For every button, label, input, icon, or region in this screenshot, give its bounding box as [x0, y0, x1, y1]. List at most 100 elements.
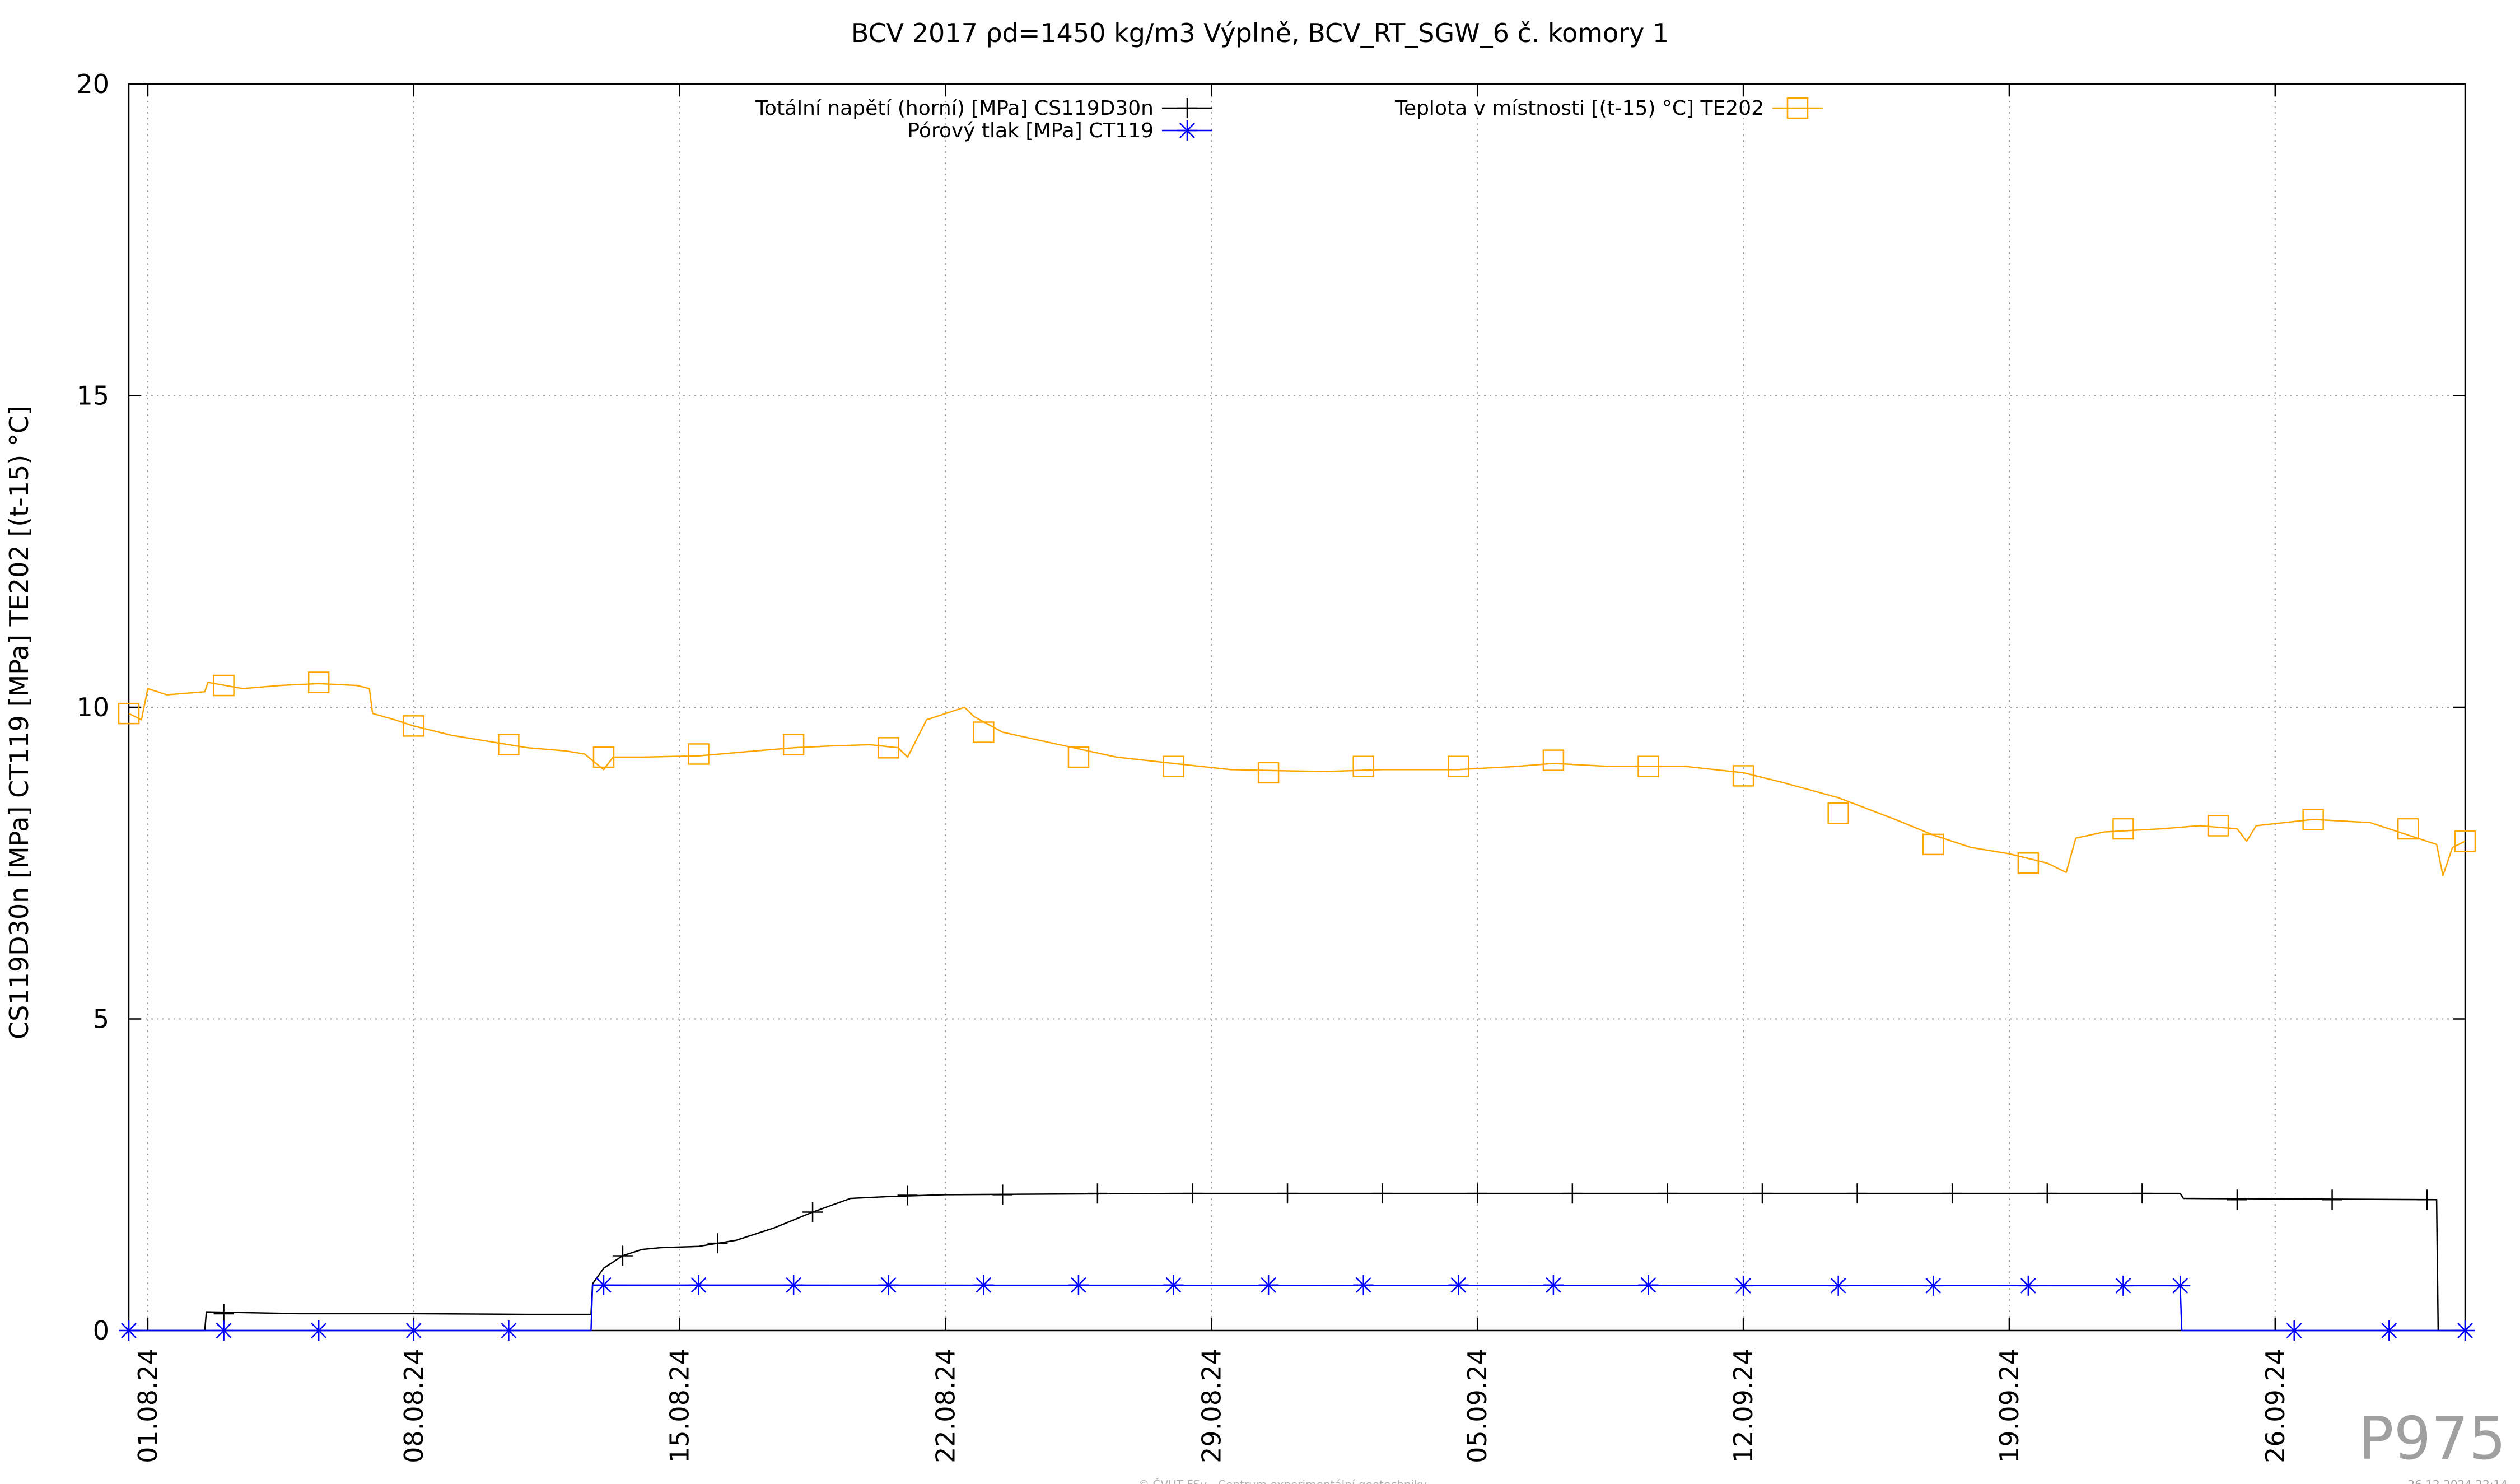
x-axis: 01.08.24 08.08.24 15.08.24 22.08.24 29.08.24…: [133, 84, 2290, 1463]
data-point-star: [2113, 1275, 2134, 1296]
legend-entry-1: Pórový tlak [MPa] CT119: [907, 119, 1212, 142]
data-point-plus: [1562, 1183, 1583, 1204]
y-tick-label: 15: [76, 381, 109, 411]
data-point-star: [1448, 1275, 1469, 1295]
x-tick-label: 05.09.24: [1462, 1348, 1492, 1463]
data-point-plus: [2227, 1189, 2247, 1210]
legend-label: Teplota v místnosti [(t-15) °C] TE202: [1394, 97, 1764, 120]
data-point-star: [2170, 1275, 2191, 1296]
x-tick-label: 08.08.24: [399, 1348, 429, 1463]
data-point-square: [1163, 755, 1184, 777]
data-point-square: [1542, 749, 1565, 771]
data-point-plus: [707, 1233, 728, 1254]
data-point-square: [498, 734, 520, 756]
data-point-plus: [1657, 1183, 1678, 1204]
data-point-square: [2207, 815, 2229, 837]
data-point-star: [2018, 1275, 2038, 1296]
data-point-star: [309, 1320, 329, 1341]
legend: Totální napětí (horní) [MPa] CS119D30nPó…: [755, 97, 1823, 142]
y-tick-label: 10: [76, 692, 109, 722]
x-tick-label: 01.08.24: [133, 1348, 163, 1463]
data-point-star: [1068, 1275, 1089, 1295]
x-tick-label: 22.08.24: [931, 1348, 961, 1463]
data-point-plus: [1467, 1183, 1488, 1204]
data-point-star: [2455, 1320, 2475, 1341]
data-point-square: [1786, 97, 1809, 119]
data-point-plus: [1087, 1183, 1108, 1204]
data-point-star: [1638, 1275, 1659, 1295]
data-point-square: [118, 702, 140, 725]
data-point-plus: [1752, 1183, 1773, 1204]
plot-code: P975: [2358, 1404, 2506, 1473]
x-tick-label: 19.09.24: [1994, 1348, 2024, 1463]
data-point-plus: [2322, 1189, 2342, 1210]
data-point-square: [592, 746, 615, 768]
series-1: [119, 1275, 2475, 1341]
data-point-star: [1923, 1275, 1944, 1296]
data-point-plus: [1177, 98, 1197, 118]
data-point-plus: [2132, 1183, 2153, 1204]
data-point-star: [498, 1320, 519, 1341]
data-point-star: [973, 1275, 994, 1295]
data-point-star: [878, 1275, 899, 1295]
data-point-plus: [1372, 1183, 1393, 1204]
x-tick-label: 12.09.24: [1728, 1348, 1758, 1463]
data-point-square: [1827, 802, 1849, 824]
data-point-star: [783, 1275, 804, 1295]
data-point-star: [2284, 1320, 2304, 1341]
data-point-star: [593, 1275, 614, 1295]
data-point-star: [119, 1320, 139, 1341]
series-line: [129, 1192, 2465, 1332]
data-point-square: [307, 671, 330, 693]
data-point-square: [973, 721, 995, 743]
legend-entry-2: Teplota v místnosti [(t-15) °C] TE202: [1394, 97, 1823, 120]
legend-label: Totální napětí (horní) [MPa] CS119D30n: [755, 97, 1154, 120]
data-point-square: [1448, 755, 1469, 777]
chart-title: BCV 2017 ρd=1450 kg/m3 Výplně, BCV_RT_SG…: [851, 18, 1669, 48]
series-0: [129, 1183, 2465, 1332]
series-line: [128, 682, 2466, 876]
series-2: [118, 671, 2476, 876]
data-point-plus: [2037, 1183, 2057, 1204]
data-point-square: [1257, 762, 1280, 784]
data-point-star: [1177, 120, 1197, 141]
x-tick-label: 29.08.24: [1196, 1348, 1226, 1463]
data-point-square: [2112, 818, 2134, 840]
data-point-plus: [1277, 1183, 1298, 1204]
data-point-star: [213, 1320, 234, 1341]
data-point-square: [213, 674, 235, 697]
data-point-star: [1733, 1275, 1754, 1296]
y-axis-label: CS119D30n [MPa] CT119 [MPa] TE202 [(t-15…: [4, 405, 34, 1039]
data-point-square: [1637, 755, 1659, 777]
data-point-star: [2379, 1320, 2400, 1341]
data-point-square: [782, 734, 805, 756]
data-point-square: [1922, 833, 1944, 856]
data-point-plus: [992, 1184, 1013, 1205]
data-point-star: [403, 1320, 424, 1341]
data-point-plus: [897, 1185, 918, 1206]
data-point-star: [1163, 1275, 1184, 1295]
footer-credit: © ČVUT FSv - Centrum experimentální geot…: [1138, 1478, 1427, 1484]
data-point-plus: [1942, 1183, 1963, 1204]
x-tick-label: 15.08.24: [665, 1348, 695, 1463]
data-point-plus: [1847, 1183, 1868, 1204]
x-tick-label: 26.09.24: [2260, 1348, 2290, 1463]
grid-lines: [129, 84, 2465, 1331]
data-point-square: [403, 715, 425, 737]
legend-entry-0: Totální napětí (horní) [MPa] CS119D30n: [755, 97, 1212, 120]
data-point-square: [1352, 755, 1374, 777]
data-point-square: [2302, 809, 2324, 830]
series-layer: [118, 671, 2476, 1341]
data-point-star: [1828, 1275, 1849, 1296]
data-point-star: [1353, 1275, 1374, 1295]
data-point-plus: [213, 1303, 234, 1324]
y-axis: 0 5 10 15 20: [76, 69, 2465, 1346]
data-point-plus: [612, 1245, 633, 1266]
data-point-star: [688, 1275, 709, 1295]
y-tick-label: 5: [93, 1004, 109, 1034]
data-point-star: [1258, 1275, 1279, 1295]
data-point-square: [1732, 765, 1754, 787]
data-point-plus: [802, 1202, 823, 1222]
legend-label: Pórový tlak [MPa] CT119: [907, 119, 1154, 142]
